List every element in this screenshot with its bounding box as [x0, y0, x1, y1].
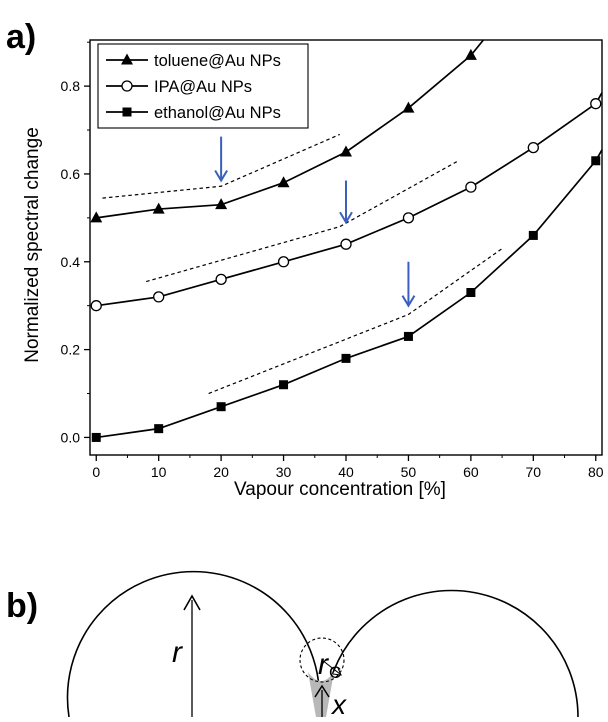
x-tick-label-30: 30 [276, 464, 292, 480]
series-1-point [90, 211, 103, 223]
right-sphere-outline [324, 589, 579, 718]
series-2-line [96, 92, 603, 307]
series-3-point [403, 331, 413, 341]
capillary-diagram: r rC x [66, 570, 579, 720]
series-3-point [341, 353, 351, 363]
x-axis-label: Vapour concentration [%] [234, 479, 446, 500]
series-1-line [96, 39, 485, 219]
series-2-point [277, 256, 290, 268]
guide-line-3 [208, 248, 503, 395]
x-tick-label-80: 80 [588, 464, 604, 480]
series-3-point [154, 424, 164, 434]
series-1-point [277, 176, 290, 188]
arrow-head-2 [339, 211, 353, 225]
legend-marker-1 [121, 53, 133, 65]
series-3-point [466, 288, 476, 298]
legend-marker-2 [121, 80, 133, 92]
label-sphere-radius: r [172, 636, 183, 669]
y-tick-label-0.6: 0.6 [61, 166, 81, 182]
series-2-point [590, 98, 602, 110]
x-tick-label-20: 20 [213, 464, 229, 480]
guide-lines [102, 133, 503, 395]
chart-axes: 0 10 20 30 40 50 60 70 80 0.0 0.2 0.4 0.6 0.8 [61, 39, 604, 480]
series-3-point [216, 402, 226, 412]
series-2-point [402, 212, 415, 224]
label-meniscus-radius-r: r [318, 648, 329, 681]
series-3-point [591, 156, 601, 166]
series-2-point [527, 141, 539, 154]
label-meniscus-radius: rC [318, 648, 341, 682]
arrow-head-3 [401, 295, 416, 308]
annotation-arrows [214, 136, 416, 308]
y-tick-label-0.8: 0.8 [61, 78, 81, 94]
legend-label-2: IPA@Au NPs [154, 78, 252, 96]
capillary-meniscus [308, 672, 334, 717]
x-tick-label-0: 0 [92, 464, 100, 480]
label-neck-x: x [330, 689, 347, 717]
series-layer [90, 39, 603, 442]
x-tick-label-50: 50 [401, 464, 417, 480]
legend-label-1: toluene@Au NPs [154, 52, 281, 70]
chart-area: 0 10 20 30 40 50 60 70 80 0.0 0.2 0.4 0.6 0.8 toluene… [22, 39, 604, 500]
series-2-point [465, 181, 477, 193]
meniscus-radius-line [321, 659, 341, 675]
sphere-radius-arrowhead [183, 594, 201, 611]
x-tick-label-60: 60 [463, 464, 479, 480]
series-3-point [279, 380, 289, 390]
panel-a-label: a) [6, 18, 36, 56]
guide-line-1 [102, 133, 340, 199]
series-3-line [96, 149, 603, 439]
series-3-point [528, 230, 538, 240]
x-tick-label-10: 10 [151, 464, 167, 480]
meniscus-radius-arrowhead [332, 667, 342, 676]
series-2-point [153, 291, 165, 303]
series-1-point [340, 145, 352, 157]
series-1-point [152, 202, 165, 214]
y-tick-label-0: 0.0 [61, 429, 81, 445]
meniscus-radius-circle [299, 637, 345, 683]
x-tick-label-70: 70 [526, 464, 542, 480]
series-3-point [91, 432, 101, 442]
series-2-point [215, 273, 227, 285]
legend-marker-3 [122, 107, 132, 117]
series-2-point [90, 300, 102, 312]
label-meniscus-radius-sub: C [329, 663, 341, 682]
series-2-point [340, 238, 352, 250]
y-axis-label: Normalized spectral change [22, 127, 43, 363]
left-sphere-outline [66, 570, 321, 718]
arrow-head-1 [214, 170, 228, 183]
series-1-point [215, 198, 228, 210]
guide-line-2 [146, 160, 459, 283]
legend-label-3: ethanol@Au NPs [154, 104, 281, 122]
y-tick-label-0.4: 0.4 [61, 254, 81, 270]
series-1-point [464, 48, 477, 60]
series-3 [91, 149, 603, 442]
panel-b-label: b) [6, 587, 38, 625]
y-tick-label-0.2: 0.2 [61, 342, 81, 358]
series-2 [90, 92, 603, 312]
series-1-point [402, 101, 415, 113]
x-tick-label-40: 40 [338, 464, 354, 480]
series-1 [90, 39, 485, 223]
legend: toluene@Au NPs IPA@Au NPs ethanol@Au NPs [97, 43, 309, 129]
neck-x-arrowhead [314, 684, 330, 698]
